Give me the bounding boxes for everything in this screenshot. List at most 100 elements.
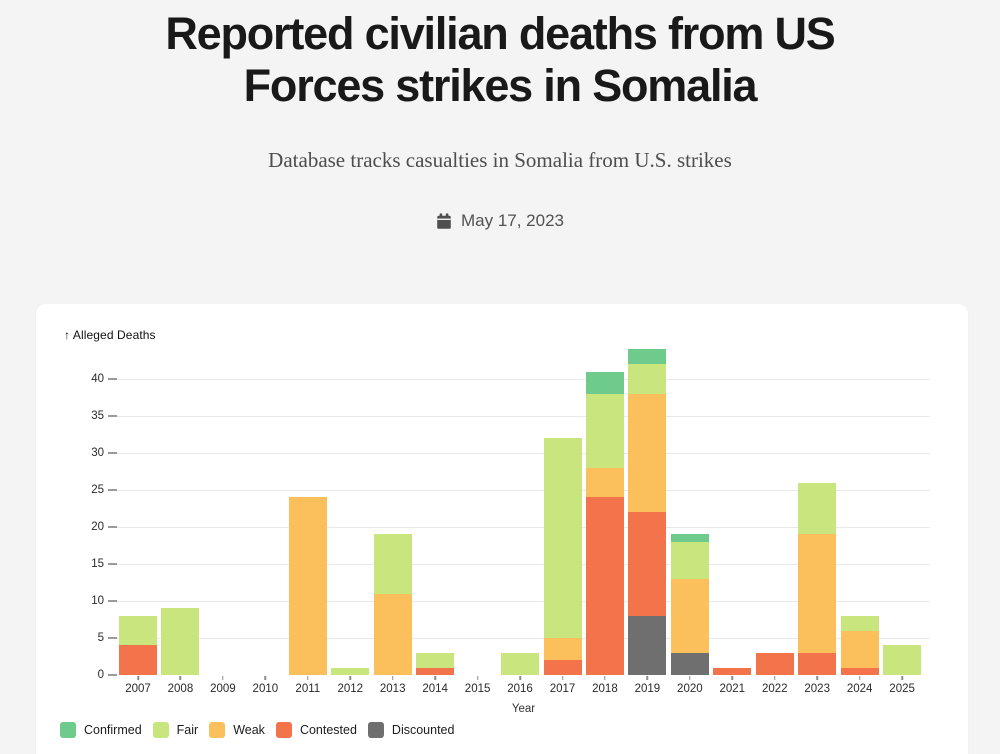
x-tick-label-2015: 2015: [464, 683, 491, 695]
x-tick-2021: [731, 676, 734, 680]
page-title-line2: Forces strikes in Somalia: [243, 60, 758, 111]
x-tick-2013: [391, 676, 394, 680]
gridline-10: [117, 601, 930, 602]
bar-2018-confirmed: [585, 371, 624, 394]
y-tick-mark: [108, 415, 117, 417]
legend-label: Fair: [176, 723, 199, 737]
gridline-25: [117, 490, 930, 491]
y-tick-label: 5: [97, 632, 104, 644]
y-tick-mark: [108, 674, 117, 676]
bar-2007-fair: [119, 615, 157, 646]
legend-item-weak: Weak: [209, 722, 265, 738]
y-tick-label: 35: [91, 410, 104, 422]
bar-2012-fair: [331, 667, 370, 675]
article-page: Reported civilian deaths from US Forces …: [0, 8, 1000, 754]
bar-2020-confirmed: [670, 534, 709, 542]
x-tick-label-2007: 2007: [125, 683, 151, 695]
legend-item-fair: Fair: [152, 722, 199, 738]
bar-2023-contested: [798, 652, 837, 675]
legend-swatch-confirmed: [60, 722, 76, 738]
y-tick-mark: [108, 489, 117, 491]
bar-2019-confirmed: [628, 349, 667, 365]
x-tick-2011: [307, 676, 309, 680]
bar-2020-weak: [670, 578, 709, 653]
gridline-15: [117, 564, 930, 565]
y-tick-label: 10: [91, 595, 104, 607]
x-tick-2015: [476, 676, 479, 680]
y-tick-mark: [108, 563, 117, 565]
gridline-20: [117, 527, 930, 528]
publish-date-row: May 17, 2023: [0, 211, 1000, 231]
bar-2018-fair: [585, 393, 624, 468]
x-axis-title: Year: [511, 703, 536, 715]
bar-2020-discounted: [670, 652, 709, 675]
bar-2021-contested: [713, 667, 752, 675]
y-tick-35: 35: [36, 408, 117, 425]
bar-2013-weak: [373, 593, 412, 675]
y-tick-label: 30: [91, 447, 104, 459]
gridline-30: [117, 453, 930, 454]
x-tick-label-2012: 2012: [337, 683, 364, 695]
x-tick-2007: [137, 676, 139, 680]
bar-2019-fair: [628, 364, 667, 394]
legend-swatch-discounted: [367, 722, 384, 738]
y-tick-5: 5: [36, 630, 117, 647]
x-tick-label-2017: 2017: [549, 683, 576, 695]
legend-label: Discounted: [391, 723, 455, 737]
bar-2024-weak: [840, 630, 879, 668]
y-tick-mark: [108, 637, 117, 639]
calendar-icon: [436, 212, 452, 230]
x-tick-label-2014: 2014: [422, 683, 448, 695]
x-tick-label-2018: 2018: [592, 683, 618, 695]
bar-2023-weak: [798, 534, 837, 653]
x-tick-2014: [434, 676, 436, 680]
gridline-5: [117, 638, 930, 639]
page-title: Reported civilian deaths from US Forces …: [100, 8, 900, 112]
x-tick-2022: [774, 676, 776, 680]
x-tick-label-2020: 2020: [677, 683, 703, 695]
gridline-40: [117, 379, 930, 380]
x-tick-2010: [264, 676, 267, 680]
y-tick-mark: [108, 526, 117, 528]
y-tick-label: 25: [91, 484, 104, 496]
bar-2025-fair: [883, 645, 922, 675]
bar-2019-discounted: [628, 615, 667, 675]
y-tick-25: 25: [36, 482, 117, 499]
page-title-line1: Reported civilian deaths from US: [165, 8, 835, 59]
bar-2019-contested: [628, 512, 667, 616]
legend-label: Contested: [299, 723, 357, 737]
y-tick-label: 15: [91, 558, 104, 570]
x-tick-2020: [689, 676, 691, 680]
bar-2007-contested: [119, 645, 157, 675]
x-tick-label-2016: 2016: [507, 683, 533, 695]
bar-2024-contested: [840, 667, 879, 675]
x-tick-2023: [816, 676, 818, 680]
legend-swatch-fair: [152, 722, 169, 738]
legend-swatch-weak: [209, 722, 226, 738]
y-tick-10: 10: [36, 593, 117, 610]
page-subtitle: Database tracks casualties in Somalia fr…: [268, 148, 732, 172]
x-tick-2009: [222, 676, 224, 680]
bar-2017-fair: [543, 438, 582, 638]
bar-2019-weak: [628, 393, 667, 513]
chart-card: ↑ Alleged Deaths Confirmed Fair Weak Contes…: [36, 304, 968, 754]
x-tick-label-2008: 2008: [167, 683, 194, 695]
bar-2017-weak: [543, 638, 582, 661]
x-tick-2025: [901, 676, 903, 680]
gridline-35: [117, 416, 930, 417]
y-tick-0: 0: [36, 667, 117, 684]
y-tick-label: 0: [97, 669, 104, 681]
bar-2014-fair: [416, 652, 455, 668]
x-tick-2018: [604, 676, 606, 680]
x-tick-2008: [179, 676, 182, 680]
y-axis-title: ↑ Alleged Deaths: [64, 328, 156, 342]
x-tick-2012: [349, 676, 351, 680]
y-tick-30: 30: [36, 445, 117, 462]
stacked-bar-chart: ↑ Alleged Deaths Confirmed Fair Weak Contes…: [36, 304, 968, 754]
y-tick-label: 20: [91, 521, 104, 533]
x-tick-label-2009: 2009: [210, 683, 236, 695]
x-tick-label-2024: 2024: [846, 683, 873, 695]
legend-label: Confirmed: [84, 723, 142, 737]
bar-2018-weak: [585, 467, 624, 498]
x-tick-label-2025: 2025: [889, 683, 915, 695]
